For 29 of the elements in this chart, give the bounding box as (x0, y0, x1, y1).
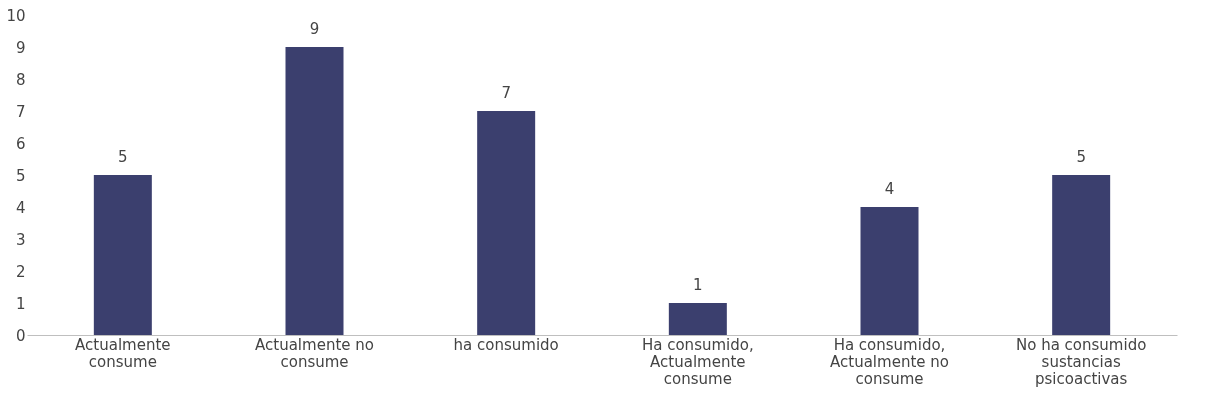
y-tick-label: 10 (6, 6, 26, 25)
bar (93, 175, 152, 335)
y-tick-label: 9 (15, 38, 26, 57)
bar (285, 47, 344, 335)
bar (668, 303, 727, 335)
data-label: 7 (501, 84, 511, 102)
x-tick-label: No ha consumido sustancias psicoactivas (1015, 335, 1147, 388)
data-label: 5 (118, 148, 128, 166)
bar (860, 207, 919, 335)
bar (1052, 175, 1111, 335)
y-tick-label: 4 (15, 198, 26, 217)
y-tick-label: 5 (15, 166, 26, 185)
y-tick-label: 8 (15, 70, 26, 89)
y-tick-label: 2 (15, 262, 26, 281)
data-label: 4 (884, 180, 895, 198)
y-tick-label: 7 (15, 102, 26, 121)
x-tick-label: Actualmente consume (75, 335, 171, 371)
y-tick-label: 0 (15, 326, 26, 345)
x-tick-label: Actualmente no consume (255, 335, 374, 371)
bar (477, 111, 536, 335)
x-tick-label: Ha consumido, Actualmente no consume (830, 335, 949, 388)
x-tick-label: Ha consumido, Actualmente consume (641, 335, 754, 388)
y-tick-label: 1 (15, 294, 26, 313)
x-tick-label: ha consumido (453, 335, 559, 354)
data-label: 5 (1076, 148, 1086, 166)
data-label: 9 (309, 20, 320, 38)
y-tick-label: 6 (15, 134, 26, 153)
data-label: 1 (693, 276, 703, 294)
y-tick-label: 3 (15, 230, 26, 249)
